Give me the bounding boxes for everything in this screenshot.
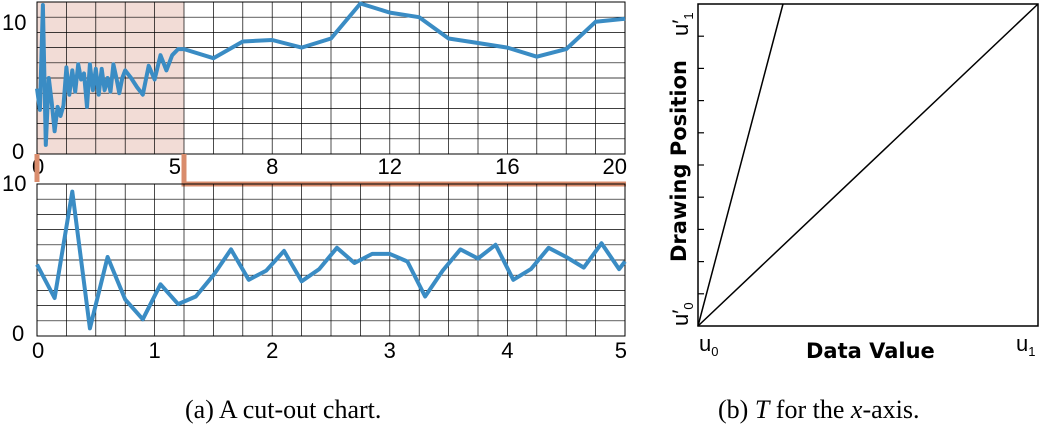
bottom-y-tick-min: 0	[12, 321, 24, 346]
x-tick-label: 8	[266, 154, 278, 179]
diagonal-mapping-line	[697, 3, 1039, 327]
top-chart: 10 0 0 5 8 12 16 20	[2, 1, 627, 179]
top-y-tick-max: 10	[2, 10, 26, 35]
bottom-y-tick-max: 10	[2, 171, 26, 196]
x-tick-label: 16	[495, 154, 519, 179]
caption-a: (a) A cut-out chart.	[185, 395, 381, 424]
top-series-line	[35, 1, 626, 147]
x-min-label: u0	[699, 331, 718, 359]
x-tick-label: 3	[384, 338, 396, 363]
y-axis-title: Drawing Position	[667, 60, 691, 262]
cutout-connector	[34, 154, 626, 187]
bottom-series-line	[35, 189, 627, 331]
top-y-tick-min: 0	[12, 139, 24, 164]
x-tick-label: 5	[169, 154, 181, 179]
x-tick-label: 20	[603, 154, 627, 179]
steep-mapping-line	[697, 3, 784, 327]
x-tick-label: 5	[615, 338, 627, 363]
bottom-plot-border	[36, 183, 626, 337]
top-plot-border	[36, 1, 626, 155]
caption-b: (b) T for the x-axis.	[718, 395, 919, 424]
bottom-x-tick-labels: 0 1 2 3 4 5	[32, 338, 627, 363]
x-tick-label: 2	[266, 338, 278, 363]
x-max-label: u1	[1016, 331, 1035, 359]
bottom-chart: 10 0 0 1 2 3 4 5	[2, 171, 627, 363]
x-tick-label: 12	[378, 154, 402, 179]
y-max-label: u′1	[668, 12, 696, 36]
x-tick-label: 1	[148, 338, 160, 363]
x-tick-label: 4	[501, 338, 513, 363]
mapping-chart: Drawing Position Data Value u0 u1 u′0 u′…	[667, 3, 1039, 363]
y-min-label: u′0	[668, 302, 696, 326]
top-x-tick-labels: 0 5 8 12 16 20	[32, 154, 627, 179]
bottom-grid	[37, 184, 625, 336]
mapping-y-ticks	[698, 35, 704, 295]
x-axis-title: Data Value	[806, 339, 935, 363]
top-grid	[37, 2, 625, 154]
x-tick-label: 0	[32, 338, 44, 363]
